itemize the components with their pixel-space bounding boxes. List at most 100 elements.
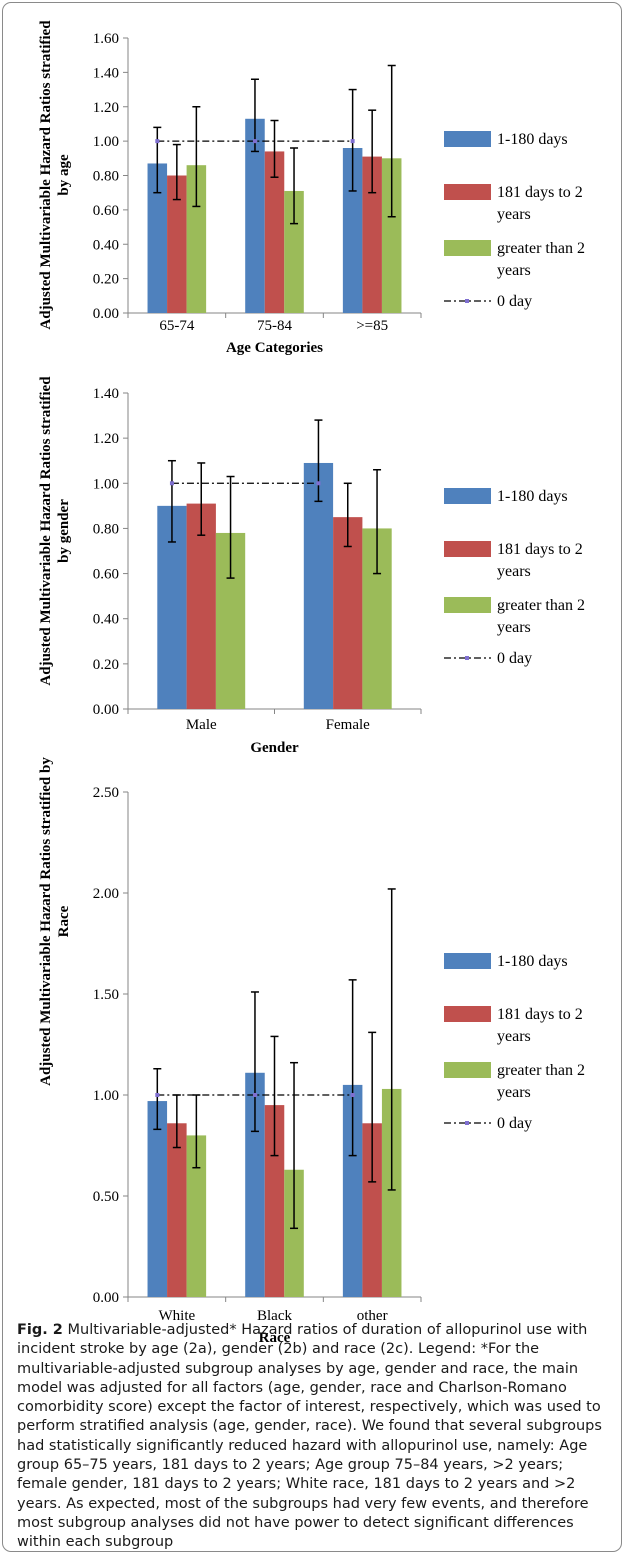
legend-label: years xyxy=(497,206,531,223)
legend-swatch-3 xyxy=(444,240,491,256)
x-axis-title: Age Categories xyxy=(226,340,323,356)
y-tick-label: 1.20 xyxy=(93,431,119,447)
legend-label: 0 day xyxy=(497,650,532,667)
legend-label: 1-180 days xyxy=(497,131,568,148)
bar-2 xyxy=(167,175,187,313)
y-axis-title: Adjusted Multivariable Hazard Ratios str… xyxy=(38,757,72,1086)
reference-marker xyxy=(155,139,160,144)
y-tick-label: 0.80 xyxy=(93,169,119,185)
x-axis-title: Race xyxy=(259,1330,291,1346)
bar-3 xyxy=(284,190,304,313)
chart-age: Adjusted Multivariable Hazard Ratios str… xyxy=(0,0,627,372)
bar-3 xyxy=(284,1169,304,1297)
bar-1 xyxy=(245,1072,265,1297)
legend-swatch-1 xyxy=(444,953,491,969)
legend-swatch-2 xyxy=(444,541,491,557)
reference-marker xyxy=(252,1093,257,1097)
x-tick-label: >=85 xyxy=(356,318,388,334)
y-tick-label: 1.20 xyxy=(93,100,119,116)
legend-label: 0 day xyxy=(497,293,532,310)
x-tick-label: Male xyxy=(186,717,217,733)
y-tick-label: 1.50 xyxy=(93,987,119,1003)
legend-swatch-1 xyxy=(444,488,491,504)
legend-reference-marker xyxy=(465,656,469,660)
bar-1 xyxy=(303,462,334,709)
bar-1 xyxy=(147,1101,168,1297)
legend-swatch-2 xyxy=(444,1006,491,1022)
legend-swatch-2 xyxy=(444,184,491,200)
y-tick-label: 0.00 xyxy=(93,1290,119,1306)
legend-label: years xyxy=(497,262,531,279)
y-tick-label: 0.20 xyxy=(93,657,119,673)
figure-label: Fig. 2 xyxy=(17,1322,63,1338)
y-tick-label: 0.00 xyxy=(93,306,119,322)
legend-reference-marker xyxy=(465,1121,469,1125)
bar-2 xyxy=(264,1105,285,1297)
x-tick-label: 75-84 xyxy=(257,318,292,334)
caption-text: Multivariable-adjusted* Hazard ratios of… xyxy=(17,1322,602,1551)
chart-canvas: 0.00 0.20 0.40 0.60 0.80 1.00 1.20 1.40 Male Fema… xyxy=(93,386,585,756)
y-tick-label: 2.50 xyxy=(93,785,119,801)
x-tick-label: 65-74 xyxy=(159,318,194,334)
y-tick-label: 1.00 xyxy=(93,476,119,492)
legend-label: 181 days to 2 xyxy=(497,541,583,558)
y-tick-label: 1.00 xyxy=(93,1088,119,1104)
figure-caption: Fig. 2 Multivariable-adjusted* Hazard ra… xyxy=(17,1321,609,1553)
bar-1 xyxy=(342,148,363,313)
y-axis-title: Adjusted Multivariable Hazard Ratios str… xyxy=(38,20,72,330)
legend-swatch-3 xyxy=(444,1062,491,1078)
legend-label: 1-180 days xyxy=(497,953,568,970)
bar-2 xyxy=(362,1123,382,1297)
bar-1 xyxy=(147,163,168,313)
chart-gender: Adjusted Multivariable Hazard Ratios str… xyxy=(0,376,627,756)
x-tick-label: Black xyxy=(257,1308,292,1324)
reference-marker xyxy=(350,139,355,144)
bar-3 xyxy=(381,158,402,313)
reference-marker xyxy=(155,1093,160,1097)
x-tick-label: Female xyxy=(326,717,370,733)
bar-2 xyxy=(333,517,363,709)
legend-reference-marker xyxy=(465,299,469,303)
bar-2 xyxy=(167,1123,187,1297)
legend-label: greater than 2 xyxy=(497,240,585,257)
reference-marker xyxy=(252,139,257,144)
legend-swatch-3 xyxy=(444,597,491,613)
y-tick-label: 2.00 xyxy=(93,886,119,902)
y-tick-label: 1.40 xyxy=(93,65,119,81)
x-tick-label: White xyxy=(159,1308,196,1324)
bar-1 xyxy=(342,1084,363,1297)
y-tick-label: 0.40 xyxy=(93,237,119,253)
bar-2 xyxy=(362,156,382,313)
reference-marker xyxy=(169,481,174,486)
y-tick-label: 0.60 xyxy=(93,567,119,583)
chart-canvas: 0.00 0.20 0.40 0.60 0.80 1.00 1.20 1.40 1.60 65-7… xyxy=(93,31,585,356)
y-tick-label: 1.00 xyxy=(93,134,119,150)
y-tick-label: 0.40 xyxy=(93,612,119,628)
bar-2 xyxy=(264,151,285,313)
legend-label: years xyxy=(497,1084,531,1101)
legend-label: greater than 2 xyxy=(497,1062,585,1079)
bar-3 xyxy=(381,1088,402,1297)
legend-label: greater than 2 xyxy=(497,597,585,614)
reference-marker xyxy=(350,1093,355,1097)
y-tick-label: 0.00 xyxy=(93,702,119,718)
bar-1 xyxy=(245,118,265,313)
y-tick-label: 0.20 xyxy=(93,272,119,288)
y-tick-label: 1.40 xyxy=(93,386,119,402)
x-axis-title: Gender xyxy=(250,740,299,756)
legend-label: 0 day xyxy=(497,1115,532,1132)
y-axis-title: Adjusted Multivariable Hazard Ratios str… xyxy=(38,376,72,686)
y-tick-label: 0.60 xyxy=(93,203,119,219)
y-tick-label: 0.50 xyxy=(93,1189,119,1205)
legend-label: years xyxy=(497,619,531,636)
legend-label: 1-180 days xyxy=(497,488,568,505)
reference-marker xyxy=(316,481,321,486)
bar-3 xyxy=(186,165,207,313)
bar-2 xyxy=(186,503,216,709)
bar-3 xyxy=(186,1135,207,1297)
y-tick-label: 0.80 xyxy=(93,521,119,537)
legend-label: 181 days to 2 xyxy=(497,184,583,201)
chart-race: Adjusted Multivariable Hazard Ratios str… xyxy=(0,752,627,1346)
legend-label: 181 days to 2 xyxy=(497,1006,583,1023)
